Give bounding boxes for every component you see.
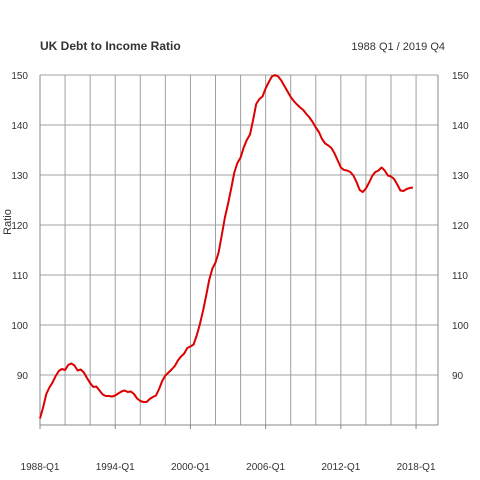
x-ticks: 1988-Q1 1994-Q1 2000-Q1 2006-Q1 2012-Q1 2018-…: [21, 425, 436, 473]
y-tick-label-right: 130: [452, 171, 469, 182]
x-tick-label: 1988-Q1: [21, 462, 60, 473]
y-tick-label-right: 120: [452, 221, 469, 232]
y-tick-label-left: 120: [11, 221, 28, 232]
y-tick-label-left: 90: [17, 371, 29, 382]
y-tick-label-right: 90: [452, 371, 464, 382]
series-layer: [39, 74, 414, 419]
chart-subtitle: 1988 Q1 / 2019 Q4: [351, 41, 445, 53]
y-tick-label-left: 110: [12, 271, 28, 282]
x-tick-label: 1994-Q1: [96, 462, 135, 473]
x-tick-label: 2018-Q1: [397, 462, 436, 473]
y-tick-label-left: 130: [11, 171, 28, 182]
y-tick-label-right: 110: [452, 271, 468, 282]
y-tick-label-right: 140: [452, 121, 469, 132]
y-tick-label-left: 150: [11, 71, 28, 82]
y-ticks-left: 90 100 110 120 130 140 150: [11, 71, 28, 382]
y-axis-label: Ratio: [2, 209, 14, 235]
y-tick-label-right: 100: [452, 321, 469, 332]
axes: [39, 75, 439, 426]
y-ticks-right: 90 100 110 120 130 140 150: [452, 71, 469, 382]
y-tick-label-left: 140: [11, 121, 28, 132]
gridlines: [40, 74, 438, 425]
y-tick-label-left: 100: [11, 321, 28, 332]
x-tick-label: 2006-Q1: [246, 462, 285, 473]
x-tick-label: 2000-Q1: [171, 462, 210, 473]
series-line: [39, 74, 414, 419]
chart-title: UK Debt to Income Ratio: [40, 39, 181, 53]
y-tick-label-right: 150: [452, 71, 469, 82]
x-tick-label: 2012-Q1: [321, 462, 360, 473]
